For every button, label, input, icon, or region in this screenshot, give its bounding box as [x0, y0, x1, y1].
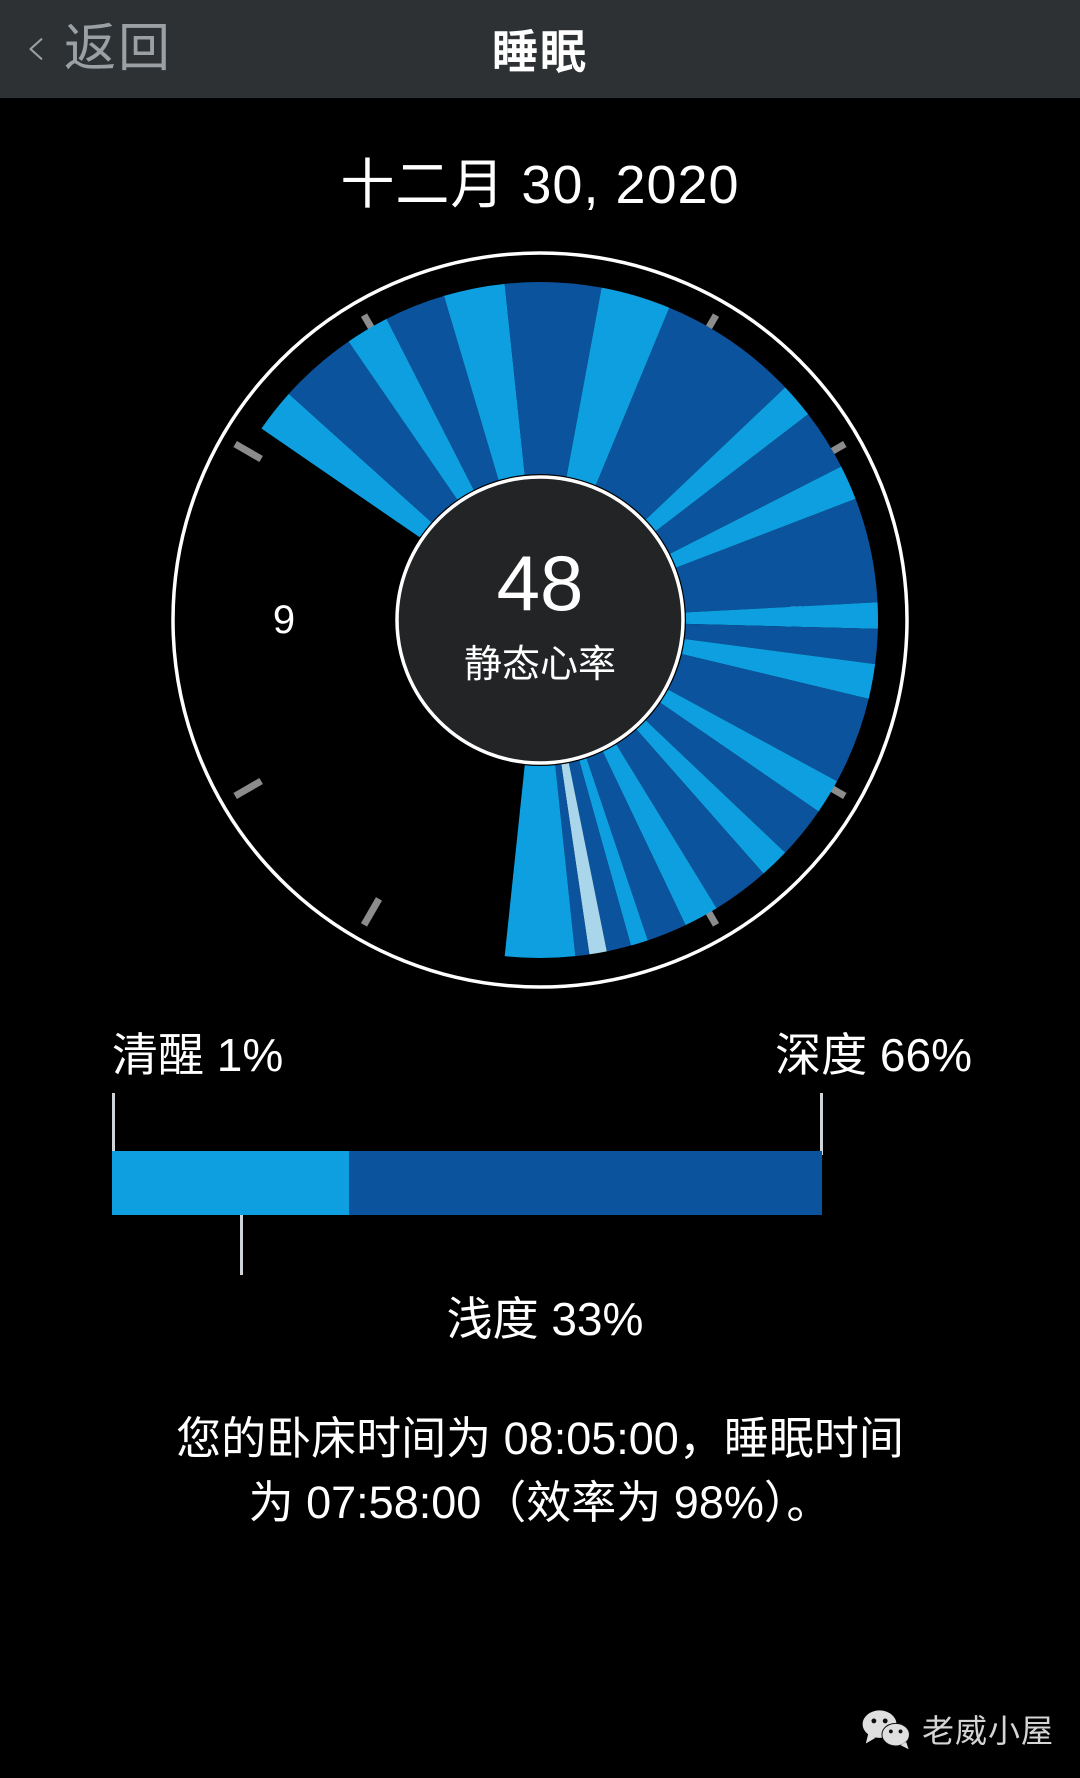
wechat-icon [862, 1710, 910, 1750]
resting-heart-rate-label: 静态心率 [464, 644, 616, 686]
watermark-text: 老威小屋 [921, 1713, 1054, 1749]
light-stage-label: 浅度 33% [446, 1293, 644, 1345]
watermark: 老威小屋 [860, 1706, 1054, 1752]
sleep-wedge-light-26 [504, 765, 576, 958]
clock-tick-8 [233, 777, 263, 800]
sleep-wedge-deep-19 [616, 729, 764, 909]
sleep-wedge-light-16 [660, 689, 838, 812]
clock-number-9: 9 [273, 598, 295, 642]
date-title: 十二月 30, 2020 [340, 155, 740, 215]
sleep-clock-chart: 12 3 6 9 48 静态心率 [0, 225, 1080, 1015]
sleep-wedge-deep-7 [595, 307, 786, 520]
stage-stacked-bar [112, 1151, 822, 1215]
sleep-wedge-awake-24 [561, 763, 607, 955]
back-button[interactable]: 返回 [24, 23, 172, 75]
sleep-wedge-light-10 [670, 466, 856, 568]
sleep-wedge-light-12 [685, 602, 878, 629]
resting-heart-rate-value: 48 [497, 539, 584, 627]
awake-tick-line [112, 1093, 115, 1155]
awake-stage-label: 清醒 1% [112, 1029, 284, 1081]
sleep-wedge-deep-9 [655, 414, 842, 554]
sleep-wedge-light-8 [645, 387, 809, 532]
sleep-wedge-light-18 [636, 720, 786, 874]
stage-bar-area [0, 1093, 1080, 1275]
sleep-wedge-deep-13 [684, 623, 878, 665]
sleep-wedge-light-20 [602, 744, 717, 926]
sleep-wedge-deep-25 [555, 764, 590, 957]
clock-outer-ring [171, 251, 909, 989]
sleep-wedge-deep-11 [676, 498, 878, 613]
sleep-stage-breakdown: 清醒 1% 深度 66% 浅度 33% [0, 1019, 1080, 1349]
sleep-wedge-deep-21 [586, 751, 686, 941]
clock-tick-10 [233, 440, 263, 463]
sleep-clock-svg: 12 3 6 9 48 静态心率 [171, 251, 909, 989]
sleep-wedge-light-0 [261, 393, 432, 538]
sleep-wedge-deep-23 [568, 760, 631, 952]
sleep-wedge-deep-17 [645, 702, 819, 853]
sleep-wedge-deep-5 [504, 282, 602, 477]
chevron-left-icon [29, 38, 43, 60]
clock-center-hub [395, 475, 685, 765]
sleep-wedge-light-22 [579, 758, 648, 946]
stage-top-labels: 清醒 1% 深度 66% [0, 1019, 1080, 1085]
deep-stage-segment [348, 1151, 822, 1215]
deep-stage-label: 深度 66% [775, 1029, 972, 1081]
clock-tick-7 [360, 897, 383, 927]
sleep-wedge-deep-3 [386, 295, 499, 490]
sleep-summary-text: 您的卧床时间为 08:05:00，睡眠时间 为 07:58:00（效率为 98%… [0, 1407, 1080, 1535]
sleep-wedge-light-6 [566, 287, 670, 486]
back-button-label: 返回 [64, 20, 173, 78]
sleep-wedge-deep-1 [288, 341, 458, 523]
summary-line-1: 您的卧床时间为 08:05:00，睡眠时间 [176, 1413, 904, 1464]
sleep-stage-wedges [261, 282, 878, 958]
sleep-wedge-light-4 [444, 283, 525, 481]
deep-tick-line [820, 1093, 823, 1155]
sleep-wedge-light-2 [348, 318, 474, 500]
light-tick-line [240, 1213, 243, 1275]
sleep-wedge-deep-15 [668, 654, 869, 782]
app-header: 返回 睡眠 [0, 0, 1080, 98]
summary-line-2: 为 07:58:00（效率为 98%）。 [248, 1476, 832, 1528]
sleep-wedge-light-14 [681, 639, 876, 699]
light-stage-segment [112, 1151, 349, 1215]
